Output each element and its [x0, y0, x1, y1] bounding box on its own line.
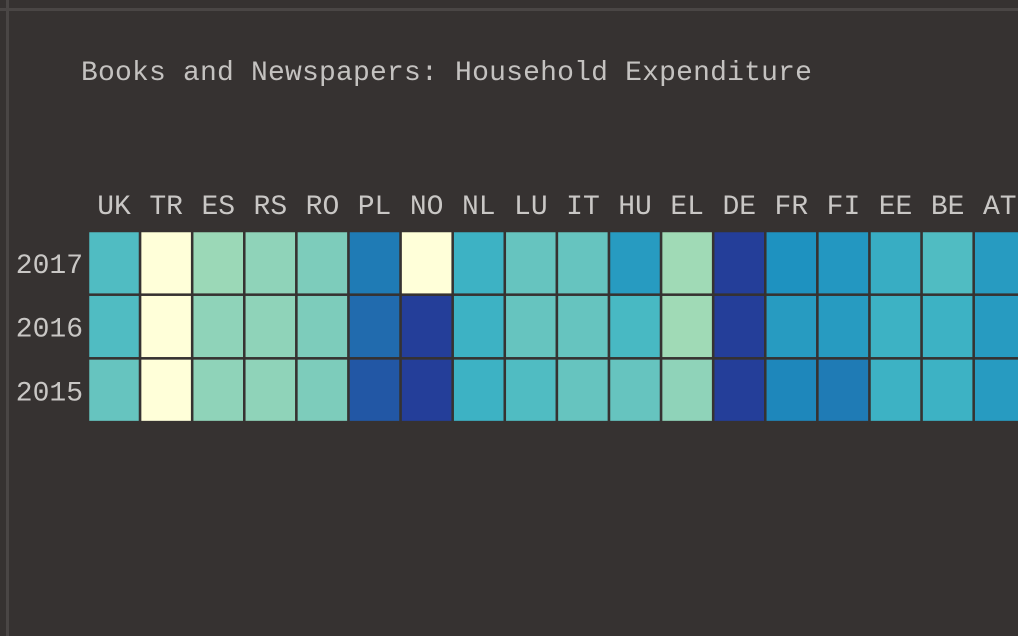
heatmap-cell-be-2015	[920, 357, 975, 424]
column-label-nl: NL	[462, 192, 496, 223]
heatmap-cell-pl-2017	[347, 229, 402, 296]
column-label-uk: UK	[97, 192, 131, 223]
column-label-pl: PL	[358, 192, 392, 223]
heatmap-cell-pl-2016	[347, 293, 402, 360]
column-label-lu: LU	[514, 192, 548, 223]
heatmap-cell-no-2015	[399, 357, 454, 424]
column-label-at: AT	[983, 192, 1017, 223]
heatmap-cell-nl-2015	[451, 357, 507, 424]
heatmap-cell-ro-2015	[295, 357, 350, 424]
column-label-fi: FI	[827, 192, 861, 223]
column-label-no: NO	[410, 192, 444, 223]
heatmap-cell-fr-2015	[764, 357, 819, 424]
heatmap-cell-fi-2017	[816, 229, 871, 296]
column-label-es: ES	[201, 192, 235, 223]
heatmap-cell-nl-2017	[451, 229, 507, 296]
heatmap-cell-lu-2017	[503, 229, 559, 296]
column-label-rs: RS	[254, 192, 288, 223]
heatmap-cell-hu-2016	[607, 293, 663, 360]
row-label-2017: 2017	[16, 251, 83, 282]
column-label-fr: FR	[775, 192, 809, 223]
heatmap-cell-uk-2017	[86, 229, 142, 296]
heatmap-cell-ee-2017	[868, 229, 923, 296]
heatmap-cell-ro-2016	[295, 293, 350, 360]
row-label-2015: 2015	[16, 378, 83, 409]
row-label-2016: 2016	[16, 315, 83, 346]
column-label-hu: HU	[618, 192, 652, 223]
heatmap-cell-el-2015	[659, 357, 715, 424]
heatmap-cell-tr-2015	[138, 357, 194, 424]
heatmap-cell-es-2017	[190, 229, 246, 296]
heatmap-cell-at-2015	[972, 357, 1018, 424]
heatmap-cell-de-2017	[711, 229, 767, 296]
heatmap-cell-el-2016	[659, 293, 715, 360]
heatmap-cell-uk-2015	[86, 357, 142, 424]
heatmap-cell-nl-2016	[451, 293, 507, 360]
heatmap-cell-it-2015	[555, 357, 611, 424]
heatmap-cell-rs-2016	[243, 293, 298, 360]
heatmap-cell-fr-2017	[764, 229, 819, 296]
heatmap-cell-it-2016	[555, 293, 611, 360]
heatmap-cell-tr-2016	[138, 293, 194, 360]
heatmap-cell-es-2015	[190, 357, 246, 424]
heatmap-cell-lu-2016	[503, 293, 559, 360]
column-label-tr: TR	[149, 192, 183, 223]
heatmap-cell-be-2016	[920, 293, 975, 360]
heatmap-cell-ee-2016	[868, 293, 923, 360]
row-labels: 2017 2016 2015	[16, 251, 83, 409]
column-label-de: DE	[722, 192, 756, 223]
heatmap-cell-es-2016	[190, 293, 246, 360]
column-label-be: BE	[931, 192, 965, 223]
heatmap-cell-at-2016	[972, 293, 1018, 360]
heatmap-cell-fi-2015	[816, 357, 871, 424]
column-labels: UK TR ES RS RO PL NO NL LU IT HU EL DE FR FI EE BE AT	[97, 192, 1016, 223]
top-frame-border	[0, 0, 1018, 11]
heatmap-cell-no-2017	[399, 229, 454, 296]
column-label-el: EL	[670, 192, 704, 223]
heatmap-cell-rs-2017	[243, 229, 298, 296]
column-label-ro: RO	[306, 192, 340, 223]
chart-title: Books and Newspapers: Household Expendit…	[81, 58, 813, 89]
heatmap-cell-ee-2015	[868, 357, 923, 424]
heatmap-cell-tr-2017	[138, 229, 194, 296]
heatmap-cell-de-2016	[711, 293, 767, 360]
heatmap-cell-fi-2016	[816, 293, 871, 360]
heatmap-cell-at-2017	[972, 229, 1018, 296]
heatmap-cell-de-2015	[711, 357, 767, 424]
heatmap-cell-el-2017	[659, 229, 715, 296]
heatmap-cells	[86, 229, 1018, 424]
heatmap-cell-uk-2016	[86, 293, 142, 360]
heatmap-cell-pl-2015	[347, 357, 402, 424]
column-label-ee: EE	[879, 192, 913, 223]
heatmap-cell-lu-2015	[503, 357, 559, 424]
left-frame-border	[0, 0, 9, 636]
heatmap-cell-it-2017	[555, 229, 611, 296]
heatmap-cell-hu-2017	[607, 229, 663, 296]
heatmap-cell-hu-2015	[607, 357, 663, 424]
heatmap-cell-rs-2015	[243, 357, 298, 424]
column-label-it: IT	[566, 192, 600, 223]
heatmap-cell-no-2016	[399, 293, 454, 360]
heatmap-cell-ro-2017	[295, 229, 350, 296]
heatmap-cell-be-2017	[920, 229, 975, 296]
heatmap-cell-fr-2016	[764, 293, 819, 360]
